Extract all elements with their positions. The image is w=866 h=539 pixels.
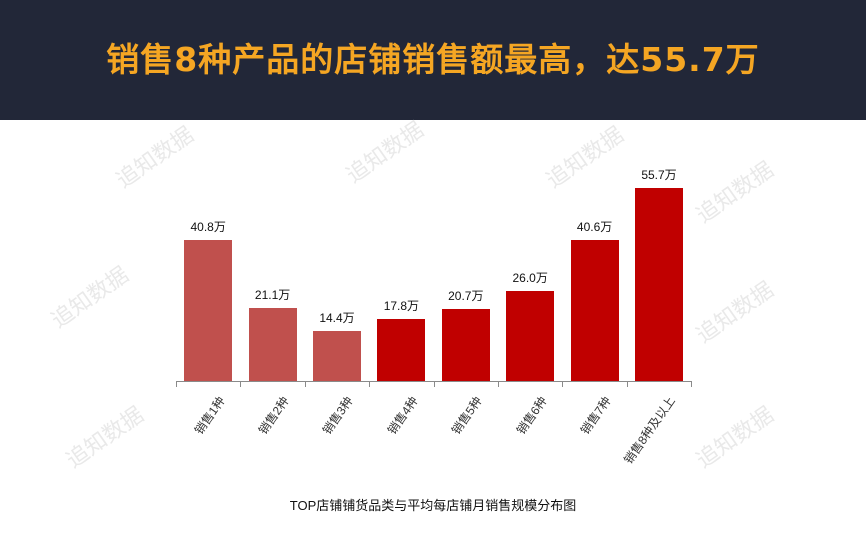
x-axis [176, 381, 691, 382]
bar [313, 331, 361, 381]
bar [635, 188, 683, 381]
data-label: 55.7万 [641, 168, 677, 182]
data-label: 17.8万 [383, 299, 420, 314]
data-label: 40.8万 [190, 219, 226, 234]
watermark: 追知数据 [692, 157, 779, 229]
headline-banner: 销售8种产品的店铺销售额最高，达55.7万 [0, 0, 866, 120]
watermark: 追知数据 [342, 117, 429, 189]
axis-tick [498, 381, 499, 387]
axis-tick [562, 381, 564, 387]
axis-tick [240, 381, 242, 387]
watermark: 追知数据 [47, 262, 134, 334]
axis-tick [369, 381, 371, 387]
bar [248, 307, 297, 381]
data-label: 40.6万 [576, 220, 613, 235]
data-label: 26.0万 [512, 270, 548, 285]
watermark: 追知数据 [112, 122, 199, 194]
headline-text: 销售8种产品的店铺销售额最高，达55.7万 [106, 40, 760, 79]
data-label: 14.4万 [319, 311, 355, 326]
axis-tick [626, 381, 628, 387]
watermark: 追知数据 [692, 402, 779, 474]
axis-tick [691, 381, 693, 387]
axis-tick [304, 381, 306, 387]
watermark: 追知数据 [62, 402, 149, 474]
bar [377, 319, 426, 381]
axis-tick [176, 381, 177, 387]
bar [570, 240, 619, 381]
watermark: 追知数据 [692, 277, 779, 349]
chart-area: 追知数据 追知数据 追知数据 追知数据 追知数据 追知数据 追知数据 追知数据 [0, 118, 866, 539]
bar [184, 239, 233, 381]
chart-title: TOP店铺铺货品类与平均每店铺月销售规模分布图 [289, 498, 577, 513]
data-label: 21.1万 [254, 287, 291, 302]
bar [506, 290, 555, 381]
watermark: 追知数据 [542, 122, 629, 194]
bar [441, 309, 490, 381]
axis-tick [433, 381, 435, 387]
data-label: 20.7万 [448, 289, 484, 304]
